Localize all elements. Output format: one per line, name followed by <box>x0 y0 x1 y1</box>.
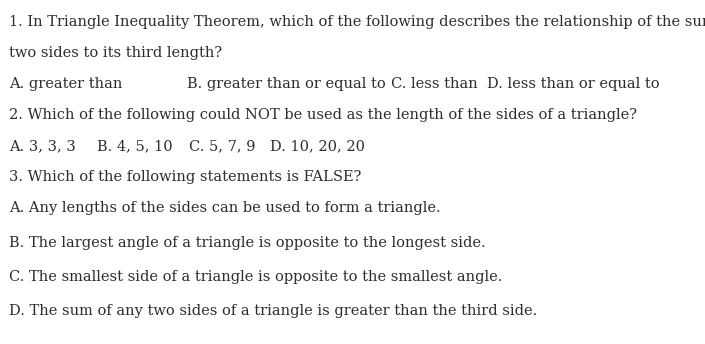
Text: D. 10, 20, 20: D. 10, 20, 20 <box>270 139 365 153</box>
Text: A. greater than: A. greater than <box>9 77 123 92</box>
Text: B. 4, 5, 10: B. 4, 5, 10 <box>97 139 173 153</box>
Text: two sides to its third length?: two sides to its third length? <box>9 46 222 61</box>
Text: B. greater than or equal to: B. greater than or equal to <box>187 77 386 92</box>
Text: C. less than  D. less than or equal to: C. less than D. less than or equal to <box>391 77 660 92</box>
Text: 3. Which of the following statements is FALSE?: 3. Which of the following statements is … <box>9 170 362 184</box>
Text: 2. Which of the following could NOT be used as the length of the sides of a tria: 2. Which of the following could NOT be u… <box>9 108 637 122</box>
Text: A. Any lengths of the sides can be used to form a triangle.: A. Any lengths of the sides can be used … <box>9 201 441 215</box>
Text: C. The smallest side of a triangle is opposite to the smallest angle.: C. The smallest side of a triangle is op… <box>9 270 503 284</box>
Text: D. The sum of any two sides of a triangle is greater than the third side.: D. The sum of any two sides of a triangl… <box>9 304 537 319</box>
Text: C. 5, 7, 9: C. 5, 7, 9 <box>189 139 255 153</box>
Text: A. 3, 3, 3: A. 3, 3, 3 <box>9 139 76 153</box>
Text: 1. In Triangle Inequality Theorem, which of the following describes the relation: 1. In Triangle Inequality Theorem, which… <box>9 15 705 30</box>
Text: B. The largest angle of a triangle is opposite to the longest side.: B. The largest angle of a triangle is op… <box>9 236 486 250</box>
